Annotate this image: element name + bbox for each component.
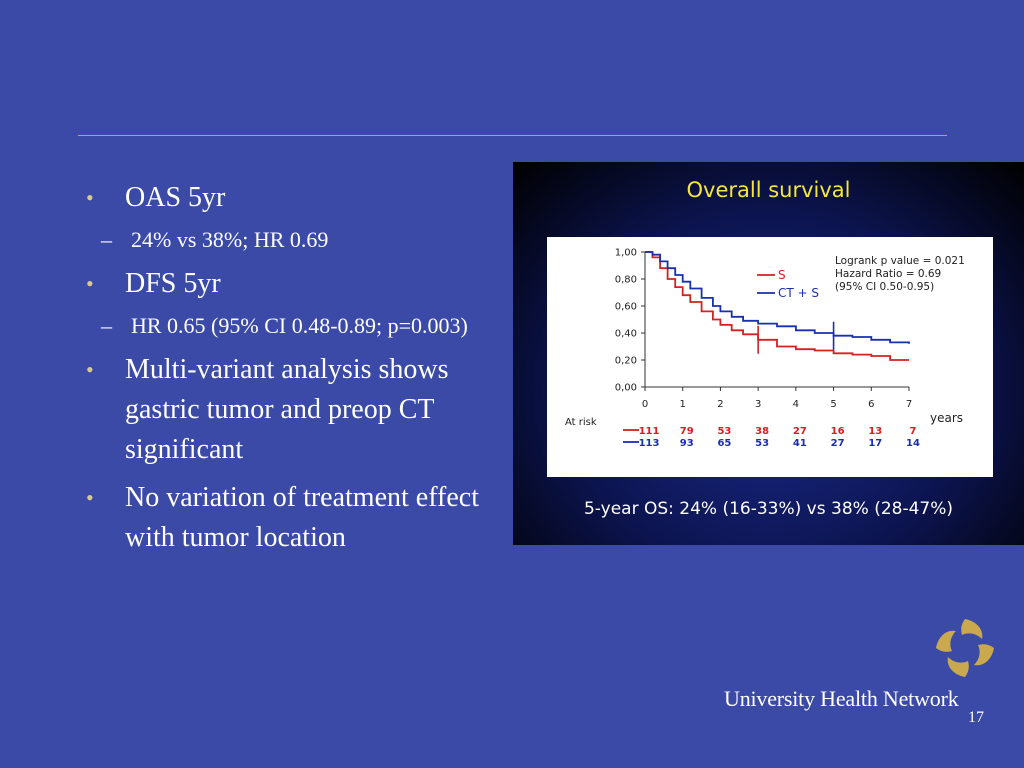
y-tick-label: 0,80 (615, 275, 637, 286)
bullet-text: Multi-variant analysis shows gastric tum… (125, 354, 449, 465)
bullet-oas: • OAS 5yr (86, 178, 506, 218)
uhn-logo-icon (936, 619, 994, 677)
bullet-dot-icon: • (86, 271, 94, 296)
at-risk-count: 27 (793, 426, 807, 437)
plot-background (547, 237, 993, 477)
legend-label: S (778, 268, 786, 282)
chart-title: Overall survival (686, 178, 851, 202)
at-risk-count: 93 (680, 438, 694, 449)
stats-text: Logrank p value = 0.021 (835, 255, 965, 267)
organization-name: University Health Network (724, 686, 959, 711)
x-tick-label: 3 (755, 399, 761, 410)
bullet-text: No variation of treatment effect with tu… (125, 482, 479, 553)
bullet-text: DFS 5yr (125, 268, 221, 299)
bullet-multivariate: • Multi-variant analysis shows gastric t… (86, 350, 506, 470)
y-tick-label: 0,40 (615, 329, 637, 340)
dash-icon: – (101, 313, 112, 338)
bullet-dot-icon: • (86, 357, 94, 382)
bullet-tumor-location: • No variation of treatment effect with … (86, 478, 506, 558)
y-tick-label: 0,20 (615, 356, 637, 367)
x-axis-label: years (930, 411, 963, 425)
x-tick-label: 5 (830, 399, 836, 410)
stats-text: Hazard Ratio = 0.69 (835, 268, 941, 280)
at-risk-count: 14 (906, 438, 920, 449)
sub-bullet-dfs: – HR 0.65 (95% CI 0.48-0.89; p=0.003) (47, 310, 506, 342)
sub-bullet-text: 24% vs 38%; HR 0.69 (131, 227, 329, 252)
at-risk-count: 16 (831, 426, 845, 437)
bullet-dot-icon: • (86, 485, 94, 510)
x-tick-label: 7 (906, 399, 912, 410)
at-risk-count: 7 (910, 426, 917, 437)
bullet-dot-icon: • (86, 185, 94, 210)
x-tick-label: 2 (717, 399, 723, 410)
survival-chart-panel: Overall survival 0,00 0,20 0,40 0,60 0,80 1,0… (513, 162, 1024, 545)
sub-bullet-text: HR 0.65 (95% CI 0.48-0.89; p=0.003) (131, 313, 468, 338)
series-line-ct-s (645, 251, 910, 344)
page-number: 17 (968, 709, 984, 726)
x-tick-label: 0 (642, 399, 648, 410)
y-tick-label: 0,60 (615, 302, 637, 313)
legend-label: CT + S (778, 286, 819, 300)
x-tick-label: 6 (868, 399, 874, 410)
at-risk-count: 111 (639, 426, 660, 437)
at-risk-count: 79 (680, 426, 694, 437)
sub-bullet-oas: – 24% vs 38%; HR 0.69 (47, 224, 506, 256)
y-tick-label: 1,00 (615, 248, 637, 259)
bullet-dfs: • DFS 5yr (86, 264, 506, 304)
survival-plot: 0,00 0,20 0,40 0,60 0,80 1,00 0 1 2 3 4 5 6 7 years S CT… (547, 237, 993, 477)
dash-icon: – (101, 227, 112, 252)
bullet-list: • OAS 5yr – 24% vs 38%; HR 0.69 • DFS 5y… (86, 178, 506, 568)
at-risk-count: 27 (831, 438, 845, 449)
at-risk-count: 113 (639, 438, 660, 449)
at-risk-count: 38 (755, 426, 769, 437)
at-risk-count: 17 (868, 438, 882, 449)
chart-subtitle: 5-year OS: 24% (16-33%) vs 38% (28-47%) (583, 499, 954, 519)
bullet-text: OAS 5yr (125, 182, 226, 213)
at-risk-count: 13 (868, 426, 882, 437)
at-risk-count: 65 (717, 438, 731, 449)
x-tick-label: 4 (793, 399, 799, 410)
series-line-s (645, 251, 909, 361)
at-risk-count: 41 (793, 438, 807, 449)
at-risk-label: At risk (565, 417, 597, 428)
title-divider (78, 135, 947, 136)
x-tick-label: 1 (680, 399, 686, 410)
at-risk-count: 53 (717, 426, 731, 437)
y-tick-label: 0,00 (615, 383, 637, 394)
stats-text: (95% CI 0.50-0.95) (835, 281, 934, 293)
at-risk-count: 53 (755, 438, 769, 449)
